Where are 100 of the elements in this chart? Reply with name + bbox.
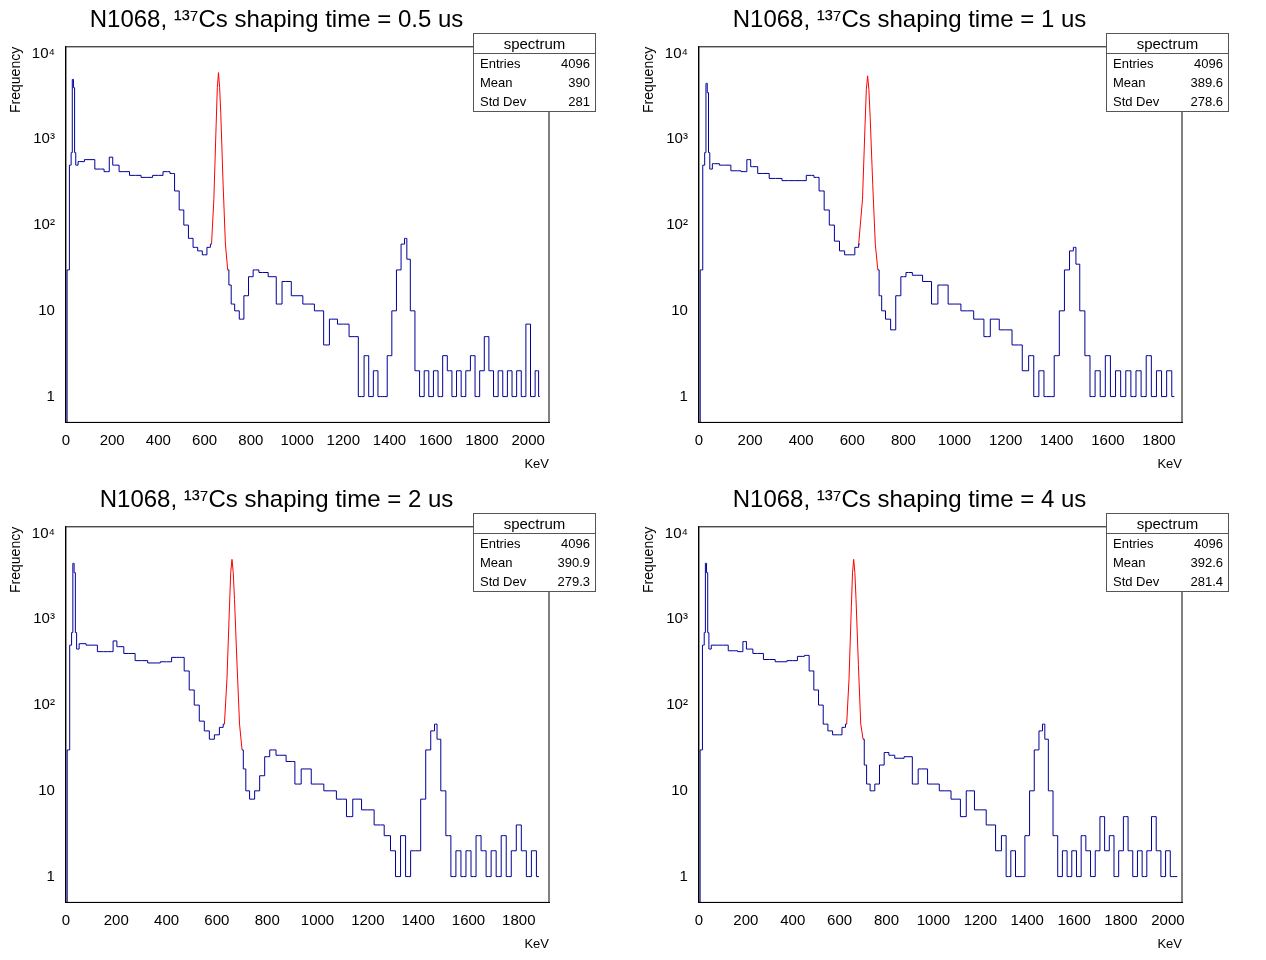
annotation: Std Dev xyxy=(1113,574,1160,589)
x-tick-label: 800 xyxy=(254,910,280,928)
annotation: Std Dev xyxy=(480,574,527,589)
x-tick-label: 600 xyxy=(839,430,865,448)
annotation: Mean xyxy=(480,555,513,570)
x-tick-label: 1200 xyxy=(988,430,1023,448)
x-axis-title: KeV xyxy=(1157,455,1183,471)
y-tick-label: 10² xyxy=(666,215,688,233)
annotation: Mean xyxy=(480,75,513,90)
x-tick-label: 400 xyxy=(788,430,814,448)
annotation: Entries xyxy=(480,536,521,551)
text: 392.6 xyxy=(1190,555,1223,570)
text: 389.6 xyxy=(1190,75,1223,90)
x-tick-label: 0 xyxy=(694,430,704,448)
y-tick-label: 10² xyxy=(33,215,55,233)
x-tick-label: 1200 xyxy=(351,910,385,928)
x-axis-title: KeV xyxy=(524,935,550,951)
x-tick-label: 400 xyxy=(780,910,806,928)
y-tick-label: 10⁴ xyxy=(31,43,55,61)
x-tick-label: 1600 xyxy=(419,430,453,448)
y-tick-label: 10² xyxy=(33,695,55,713)
y-tick-label: 1 xyxy=(679,866,688,884)
text: 4096 xyxy=(561,56,590,71)
y-tick-label: 10 xyxy=(38,780,55,798)
annotation: Std Dev xyxy=(1113,94,1160,109)
x-tick-label: 1400 xyxy=(1040,430,1074,448)
y-tick-label: 1 xyxy=(46,866,55,884)
y-axis-title: Frequency xyxy=(7,46,24,113)
text: 4096 xyxy=(561,536,590,551)
x-tick-label: 2000 xyxy=(511,430,545,448)
y-tick-label: 10⁴ xyxy=(31,523,55,541)
x-tick-label: 800 xyxy=(874,910,900,928)
annotation: spectrum xyxy=(1107,514,1228,534)
annotation: Std Dev xyxy=(480,94,527,109)
y-tick-label: 1 xyxy=(46,386,55,404)
x-tick-label: 1000 xyxy=(280,430,314,448)
text: 4096 xyxy=(1194,536,1223,551)
x-tick-label: 1400 xyxy=(401,910,435,928)
text: 390.9 xyxy=(557,555,590,570)
x-tick-label: 1200 xyxy=(326,430,360,448)
annotation: Mean xyxy=(1113,75,1146,90)
text: 390 xyxy=(568,75,590,90)
x-tick-label: 200 xyxy=(733,910,759,928)
annotation: Entries xyxy=(1113,56,1154,71)
x-tick-label: 1400 xyxy=(1010,910,1044,928)
y-axis-title: Frequency xyxy=(640,46,657,113)
x-tick-label: 1800 xyxy=(1104,910,1138,928)
text: 278.6 xyxy=(1190,94,1223,109)
text: 281.4 xyxy=(1190,574,1223,589)
x-tick-label: 200 xyxy=(737,430,763,448)
annotation: spectrum xyxy=(474,514,595,534)
x-tick-label: 600 xyxy=(192,430,218,448)
x-tick-label: 1800 xyxy=(502,910,536,928)
y-tick-label: 10⁴ xyxy=(664,43,688,61)
x-tick-label: 1000 xyxy=(937,430,972,448)
chart-title: N1068, ¹³⁷Cs shaping time = 0.5 us xyxy=(89,5,464,33)
x-tick-label: 1000 xyxy=(300,910,335,928)
chart-title: N1068, ¹³⁷Cs shaping time = 4 us xyxy=(732,485,1087,513)
x-tick-label: 400 xyxy=(154,910,180,928)
x-tick-label: 0 xyxy=(61,910,71,928)
x-axis-title: KeV xyxy=(524,455,550,471)
y-tick-label: 10⁴ xyxy=(664,523,688,541)
x-tick-label: 2000 xyxy=(1151,910,1185,928)
x-tick-label: 1600 xyxy=(1091,430,1125,448)
y-tick-label: 10 xyxy=(38,300,55,318)
x-tick-label: 1800 xyxy=(465,430,499,448)
chart-title: N1068, ¹³⁷Cs shaping time = 2 us xyxy=(99,485,454,513)
chart-title: N1068, ¹³⁷Cs shaping time = 1 us xyxy=(732,5,1087,33)
y-tick-label: 10 xyxy=(671,780,688,798)
x-tick-label: 200 xyxy=(99,430,125,448)
x-tick-label: 800 xyxy=(238,430,264,448)
x-tick-label: 1000 xyxy=(916,910,951,928)
annotation: Mean xyxy=(1113,555,1146,570)
annotation: Entries xyxy=(1113,536,1154,551)
y-tick-label: 1 xyxy=(679,386,688,404)
x-tick-label: 0 xyxy=(694,910,704,928)
y-tick-label: 10³ xyxy=(33,609,55,627)
y-tick-label: 10² xyxy=(666,695,688,713)
text: 4096 xyxy=(1194,56,1223,71)
annotation: spectrum xyxy=(1107,34,1228,54)
x-axis-title: KeV xyxy=(1157,935,1183,951)
y-tick-label: 10³ xyxy=(666,129,688,147)
annotation: Entries xyxy=(480,56,521,71)
y-tick-label: 10³ xyxy=(33,129,55,147)
x-tick-label: 1200 xyxy=(963,910,998,928)
x-tick-label: 0 xyxy=(61,430,71,448)
x-tick-label: 600 xyxy=(204,910,230,928)
y-axis-title: Frequency xyxy=(640,526,657,593)
x-tick-label: 1600 xyxy=(451,910,486,928)
x-tick-label: 600 xyxy=(827,910,853,928)
y-tick-label: 10³ xyxy=(666,609,688,627)
x-tick-label: 1600 xyxy=(1057,910,1091,928)
annotation: spectrum xyxy=(474,34,595,54)
text: 279.3 xyxy=(557,574,590,589)
y-tick-label: 10 xyxy=(671,300,688,318)
text: 281 xyxy=(568,94,590,109)
x-tick-label: 1400 xyxy=(372,430,407,448)
x-tick-label: 200 xyxy=(103,910,129,928)
y-axis-title: Frequency xyxy=(7,526,24,593)
x-tick-label: 400 xyxy=(145,430,171,448)
